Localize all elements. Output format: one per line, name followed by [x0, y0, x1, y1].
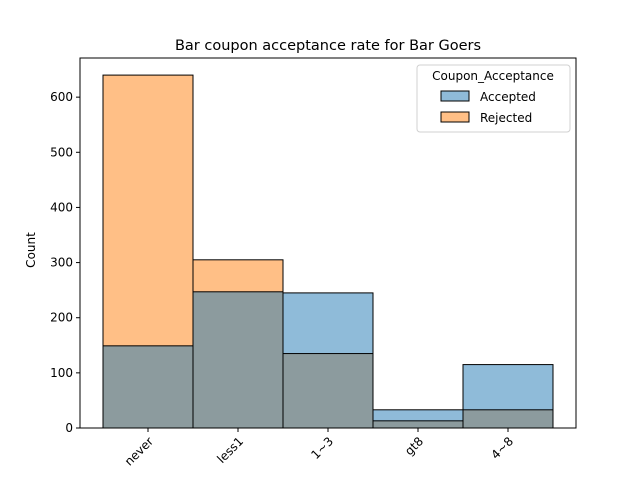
- y-tick-label-100: 100: [50, 366, 73, 380]
- bar-excess-48: [463, 364, 553, 410]
- legend-swatch-accepted: [440, 90, 470, 102]
- chart-title: Bar coupon acceptance rate for Bar Goers: [175, 38, 481, 54]
- legend-label-accepted: Accepted: [480, 90, 536, 104]
- bar-excess-less1: [193, 259, 283, 292]
- y-tick-label-200: 200: [50, 311, 73, 325]
- y-tick-label-300: 300: [50, 256, 73, 270]
- x-axis: never less1 1~3 gt8 4~8: [122, 428, 516, 468]
- bar-overlap-never: [103, 345, 193, 428]
- bar-overlap-13: [283, 353, 373, 428]
- bar-excess-gt8: [373, 409, 463, 421]
- bar-overlap-less1: [193, 291, 283, 428]
- y-axis: 0 100 200 300 400 500 600: [50, 90, 80, 435]
- bars-group: [102, 74, 554, 429]
- x-tick-label-less1: less1: [214, 434, 246, 466]
- legend: Coupon_Acceptance Accepted Rejected: [416, 64, 571, 133]
- legend-title: Coupon_Acceptance: [432, 69, 554, 83]
- y-tick-label-500: 500: [50, 145, 73, 159]
- bar-excess-never: [103, 75, 193, 346]
- x-tick-label-13: 1~3: [308, 434, 336, 462]
- y-tick-label-400: 400: [50, 200, 73, 214]
- y-axis-label: Count: [24, 232, 38, 268]
- legend-swatch-rejected: [440, 111, 470, 123]
- x-tick-label-gt8: gt8: [402, 434, 426, 458]
- bar-excess-13: [283, 292, 373, 354]
- x-tick-label-48: 4~8: [488, 434, 516, 462]
- y-tick-label-600: 600: [50, 90, 73, 104]
- plot-frame: [79, 57, 577, 429]
- y-tick-label-0: 0: [65, 421, 73, 435]
- bar-overlap-48: [463, 409, 553, 428]
- bar-overlap-gt8: [373, 420, 463, 428]
- legend-label-rejected: Rejected: [480, 111, 532, 125]
- x-tick-label-never: never: [122, 434, 156, 468]
